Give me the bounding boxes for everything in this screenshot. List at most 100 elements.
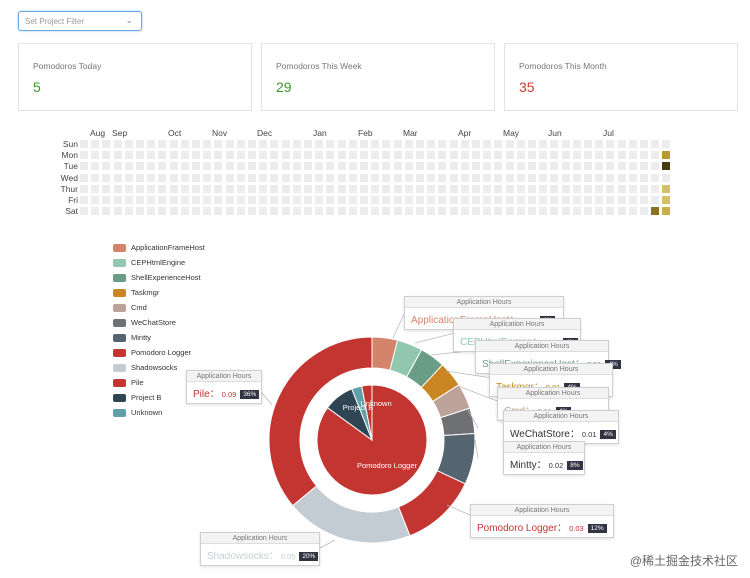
heatmap-cell[interactable]: [225, 196, 234, 204]
heatmap-cell[interactable]: [472, 173, 480, 182]
heatmap-cell[interactable]: [572, 151, 581, 160]
heatmap-cell[interactable]: [505, 207, 514, 216]
heatmap-cell[interactable]: [460, 196, 469, 204]
heatmap-cell[interactable]: [416, 196, 424, 204]
heatmap-cell[interactable]: [393, 173, 402, 182]
heatmap-cell[interactable]: [427, 140, 436, 148]
heatmap-cell[interactable]: [494, 184, 503, 193]
heatmap-cell[interactable]: [438, 173, 447, 182]
heatmap-cell[interactable]: [348, 162, 357, 171]
heatmap-cell[interactable]: [360, 151, 368, 160]
heatmap-cell[interactable]: [640, 184, 648, 193]
heatmap-cell[interactable]: [259, 162, 268, 171]
heatmap-cell[interactable]: [427, 151, 436, 160]
heatmap-cell[interactable]: [449, 184, 458, 193]
heatmap-cell[interactable]: [393, 162, 402, 171]
heatmap-cell[interactable]: [595, 140, 604, 148]
heatmap-cell[interactable]: [662, 184, 671, 193]
heatmap-cell[interactable]: [628, 173, 637, 182]
heatmap-cell[interactable]: [561, 151, 570, 160]
heatmap-cell[interactable]: [416, 184, 424, 193]
heatmap-cell[interactable]: [382, 162, 391, 171]
heatmap-cell[interactable]: [113, 162, 122, 171]
heatmap-cell[interactable]: [203, 173, 212, 182]
heatmap-cell[interactable]: [539, 162, 548, 171]
heatmap-cell[interactable]: [136, 140, 144, 148]
heatmap-cell[interactable]: [539, 173, 548, 182]
heatmap-cell[interactable]: [662, 173, 671, 182]
heatmap-cell[interactable]: [404, 207, 413, 216]
heatmap-cell[interactable]: [315, 151, 324, 160]
heatmap-cell[interactable]: [348, 207, 357, 216]
heatmap-cell[interactable]: [640, 162, 648, 171]
heatmap-cell[interactable]: [236, 162, 245, 171]
heatmap-cell[interactable]: [393, 151, 402, 160]
heatmap-cell[interactable]: [438, 162, 447, 171]
heatmap-cell[interactable]: [337, 207, 346, 216]
heatmap-cell[interactable]: [438, 196, 447, 204]
heatmap-cell[interactable]: [640, 140, 648, 148]
heatmap-cell[interactable]: [180, 196, 189, 204]
heatmap-cell[interactable]: [584, 207, 592, 216]
heatmap-cell[interactable]: [595, 173, 604, 182]
heatmap-cell[interactable]: [214, 162, 223, 171]
heatmap-cell[interactable]: [203, 184, 212, 193]
heatmap-cell[interactable]: [561, 173, 570, 182]
heatmap-cell[interactable]: [371, 184, 380, 193]
heatmap-cell[interactable]: [236, 196, 245, 204]
heatmap-cell[interactable]: [113, 173, 122, 182]
heatmap-cell[interactable]: [292, 162, 301, 171]
heatmap-cell[interactable]: [516, 196, 525, 204]
heatmap-cell[interactable]: [259, 196, 268, 204]
heatmap-cell[interactable]: [371, 207, 380, 216]
heatmap-cell[interactable]: [550, 162, 559, 171]
heatmap-cell[interactable]: [259, 173, 268, 182]
heatmap-cell[interactable]: [360, 162, 368, 171]
heatmap-cell[interactable]: [248, 162, 256, 171]
heatmap-cell[interactable]: [360, 196, 368, 204]
heatmap-cell[interactable]: [315, 184, 324, 193]
heatmap-cell[interactable]: [651, 151, 660, 160]
heatmap-cell[interactable]: [91, 140, 100, 148]
heatmap-cell[interactable]: [404, 151, 413, 160]
heatmap-cell[interactable]: [192, 140, 200, 148]
heatmap-cell[interactable]: [91, 196, 100, 204]
heatmap-cell[interactable]: [628, 140, 637, 148]
heatmap-cell[interactable]: [158, 151, 167, 160]
heatmap-cell[interactable]: [561, 207, 570, 216]
heatmap-cell[interactable]: [113, 184, 122, 193]
heatmap-cell[interactable]: [158, 184, 167, 193]
heatmap-cell[interactable]: [360, 207, 368, 216]
heatmap-cell[interactable]: [505, 162, 514, 171]
heatmap-cell[interactable]: [584, 140, 592, 148]
heatmap-cell[interactable]: [371, 196, 380, 204]
heatmap-cell[interactable]: [124, 162, 133, 171]
heatmap-cell[interactable]: [225, 151, 234, 160]
heatmap-cell[interactable]: [416, 207, 424, 216]
heatmap-cell[interactable]: [192, 162, 200, 171]
heatmap-cell[interactable]: [315, 196, 324, 204]
heatmap-cell[interactable]: [91, 162, 100, 171]
heatmap-cell[interactable]: [393, 140, 402, 148]
heatmap-cell[interactable]: [416, 151, 424, 160]
heatmap-cell[interactable]: [528, 207, 536, 216]
heatmap-cell[interactable]: [595, 207, 604, 216]
heatmap-cell[interactable]: [214, 173, 223, 182]
heatmap-cell[interactable]: [136, 151, 144, 160]
heatmap-cell[interactable]: [606, 151, 615, 160]
heatmap-cell[interactable]: [337, 196, 346, 204]
heatmap-cell[interactable]: [236, 173, 245, 182]
heatmap-cell[interactable]: [572, 140, 581, 148]
heatmap-cell[interactable]: [483, 140, 492, 148]
heatmap-cell[interactable]: [136, 162, 144, 171]
heatmap-cell[interactable]: [572, 207, 581, 216]
heatmap-cell[interactable]: [225, 162, 234, 171]
heatmap-cell[interactable]: [628, 184, 637, 193]
heatmap-cell[interactable]: [270, 140, 279, 148]
heatmap-cell[interactable]: [640, 196, 648, 204]
heatmap-cell[interactable]: [460, 207, 469, 216]
heatmap-cell[interactable]: [584, 196, 592, 204]
heatmap-cell[interactable]: [180, 184, 189, 193]
heatmap-cell[interactable]: [270, 162, 279, 171]
heatmap-cell[interactable]: [472, 162, 480, 171]
